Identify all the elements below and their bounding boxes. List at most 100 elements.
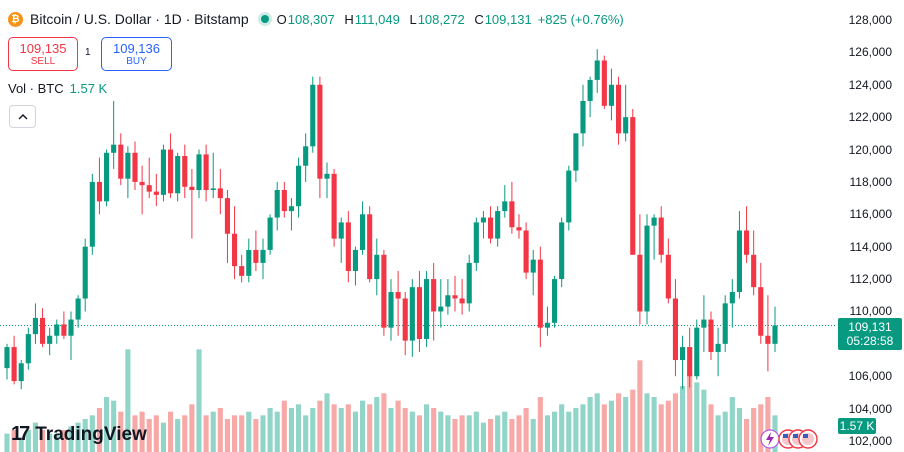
- volume-bar: [96, 408, 102, 452]
- volume-bar: [552, 411, 558, 452]
- tradingview-logo-icon: 17: [11, 423, 30, 445]
- sell-price: 109,135: [19, 40, 67, 56]
- candle: [424, 270, 430, 348]
- candle: [331, 168, 337, 247]
- candle-body: [573, 133, 579, 171]
- candle-body: [623, 117, 629, 134]
- low-value: 108,272: [417, 11, 465, 27]
- candle: [608, 68, 614, 121]
- candle-body: [260, 249, 266, 263]
- candle: [623, 84, 629, 142]
- lightning-event-icon[interactable]: [760, 429, 780, 449]
- candle: [672, 279, 678, 377]
- low-label: L: [409, 11, 417, 27]
- volume-legend[interactable]: Vol · BTC 1.57 K: [8, 81, 107, 96]
- candle-body: [729, 292, 735, 304]
- candle-body: [594, 60, 600, 80]
- candle: [153, 173, 159, 207]
- volume-value: 1.57 K: [69, 81, 108, 96]
- price-axis-label: 122,000: [848, 110, 892, 125]
- buy-button[interactable]: 109,136 BUY: [101, 37, 172, 71]
- volume-bar: [694, 382, 700, 452]
- volume-bar: [608, 400, 614, 452]
- candles: [4, 49, 778, 390]
- candle-body: [431, 279, 437, 312]
- market-status-icon[interactable]: [260, 15, 269, 23]
- us-flag-event-icon-3[interactable]: [798, 429, 818, 449]
- candle-body: [658, 217, 664, 255]
- volume-bar: [303, 415, 309, 452]
- events-markers[interactable]: [758, 428, 822, 450]
- collapse-legend-button[interactable]: [9, 105, 36, 128]
- candle: [182, 144, 188, 199]
- candle-body: [466, 262, 472, 304]
- candle: [18, 360, 24, 390]
- tradingview-wordmark: TradingView: [35, 423, 147, 445]
- candle: [32, 303, 38, 344]
- sell-button[interactable]: 109,135 SELL: [8, 37, 78, 71]
- candle-body: [217, 188, 223, 199]
- symbol-title[interactable]: Bitcoin / U.S. Dollar · 1D · Bitstamp: [30, 11, 249, 27]
- candle: [75, 295, 81, 328]
- candle: [594, 49, 600, 93]
- candle-body: [552, 279, 558, 323]
- candle-body: [352, 249, 358, 271]
- candle: [722, 295, 728, 352]
- candle-body: [751, 254, 757, 288]
- candle-body: [132, 152, 138, 182]
- candle-body: [544, 322, 550, 328]
- candle-body: [651, 217, 657, 226]
- candle: [96, 157, 102, 215]
- candle-body: [637, 254, 643, 312]
- candle-body: [168, 149, 174, 194]
- volume-bar: [61, 430, 67, 452]
- candle: [40, 308, 46, 348]
- volume-bar: [431, 408, 437, 452]
- spread-value: 1: [85, 47, 91, 58]
- candle: [395, 270, 401, 336]
- candle-body: [303, 146, 309, 166]
- candle: [25, 327, 31, 370]
- volume-bar: [736, 408, 742, 452]
- candle-body: [630, 117, 636, 255]
- candle-body: [146, 185, 152, 192]
- candle-body: [473, 222, 479, 263]
- candle: [473, 217, 479, 271]
- candle-body: [296, 165, 302, 207]
- volume-bar: [459, 415, 465, 452]
- volume-bar: [452, 419, 458, 452]
- candle-body: [54, 324, 60, 336]
- volume-bar: [395, 400, 401, 452]
- candle: [160, 144, 166, 202]
- candle: [82, 238, 88, 312]
- volume-bar: [260, 415, 266, 452]
- candle: [516, 214, 522, 239]
- candle-body: [68, 319, 74, 336]
- candle: [260, 238, 266, 280]
- volume-bar: [189, 404, 195, 452]
- candle: [736, 211, 742, 299]
- candle-body: [694, 327, 700, 377]
- candle-body: [424, 279, 430, 339]
- candle-body: [416, 287, 422, 339]
- volume-bar: [253, 419, 259, 452]
- candle: [232, 206, 238, 280]
- volume-bar: [594, 393, 600, 452]
- chart-legend: ₿ Bitcoin / U.S. Dollar · 1D · Bitstamp …: [8, 9, 624, 29]
- candle-body: [104, 152, 110, 202]
- tradingview-logo[interactable]: 17 TradingView: [11, 423, 147, 446]
- candle-body: [488, 217, 494, 239]
- volume-bar: [381, 393, 387, 452]
- close-value: 109,131: [484, 11, 532, 27]
- candle-body: [758, 287, 764, 336]
- candle-body: [47, 335, 53, 344]
- candle: [338, 217, 344, 263]
- last-price-value: 109,131: [848, 320, 892, 334]
- volume-bar: [680, 386, 686, 452]
- candle: [758, 262, 764, 344]
- volume-bar: [210, 411, 216, 452]
- candle-body: [509, 201, 515, 228]
- candle: [544, 306, 550, 336]
- candle: [68, 311, 74, 361]
